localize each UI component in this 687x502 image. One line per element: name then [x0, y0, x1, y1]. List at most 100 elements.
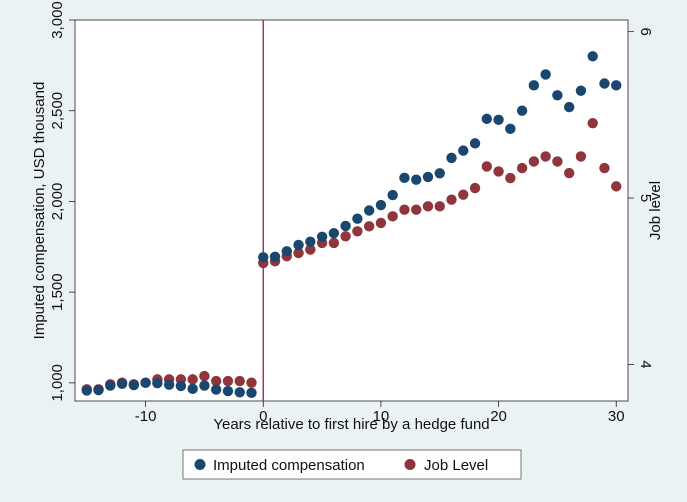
axes-layer: 1,000 1,500 2,000 2,500 3,000 4 5 6 -10 0 10 20 30 — [49, 1, 654, 425]
compensation-point-31 — [446, 152, 457, 164]
compensation-point-11 — [210, 384, 222, 395]
job-level-point-18 — [293, 247, 304, 259]
job-level-point-9 — [187, 374, 198, 385]
y-tick-label-4: 3,000 — [49, 1, 66, 39]
compensation-point-42 — [575, 85, 587, 96]
job-level-point-36 — [505, 172, 516, 184]
compensation-point-1 — [93, 384, 104, 396]
compensation-point-13 — [234, 387, 245, 398]
points-layer — [81, 51, 622, 399]
y2-tick-label-1: 5 — [637, 194, 654, 202]
compensation-point-0 — [81, 385, 92, 396]
job-level-point-24 — [363, 221, 375, 232]
x-tick-label-2: 10 — [373, 408, 390, 425]
job-level-point-14 — [246, 377, 257, 388]
compensation-point-2 — [105, 380, 116, 391]
compensation-point-45 — [611, 80, 622, 91]
compensation-point-29 — [422, 171, 434, 183]
compensation-point-19 — [305, 236, 316, 247]
compensation-point-25 — [375, 199, 387, 211]
y-tick-label-2: 2,000 — [49, 183, 66, 221]
compensation-point-20 — [316, 231, 328, 243]
compensation-point-3 — [116, 378, 128, 389]
job-level-point-41 — [563, 167, 575, 179]
compensation-point-6 — [152, 378, 163, 389]
job-level-point-42 — [575, 151, 587, 162]
job-level-point-10 — [199, 370, 210, 382]
compensation-point-4 — [128, 379, 140, 391]
compensation-point-24 — [363, 205, 375, 216]
job-level-point-30 — [434, 201, 445, 212]
compensation-point-43 — [587, 51, 598, 62]
compensation-point-5 — [140, 377, 151, 389]
compensation-point-41 — [563, 101, 575, 113]
y-tick-label-0: 1,000 — [49, 364, 66, 402]
job-level-point-44 — [599, 162, 610, 174]
compensation-point-34 — [481, 113, 493, 125]
job-level-point-39 — [540, 151, 551, 162]
compensation-point-9 — [187, 383, 198, 395]
job-level-point-22 — [340, 231, 351, 242]
job-level-point-37 — [516, 162, 528, 174]
job-level-point-28 — [411, 204, 422, 215]
job-level-point-23 — [352, 226, 363, 237]
compensation-point-30 — [434, 168, 445, 179]
compensation-point-32 — [458, 145, 469, 156]
compensation-point-44 — [599, 78, 610, 89]
compensation-point-15 — [258, 252, 269, 263]
job-level-point-35 — [493, 166, 504, 177]
x-axis-title: Years relative to first hire by a hedge … — [213, 416, 489, 433]
y-axis-title: Imputed compensation, USD thousand — [31, 82, 48, 340]
job-level-point-25 — [375, 217, 387, 229]
job-level-point-31 — [446, 194, 457, 205]
job-level-point-43 — [587, 117, 598, 129]
y-tick-label-1: 1,500 — [49, 273, 66, 311]
job-level-point-45 — [611, 181, 622, 192]
job-level-point-11 — [210, 375, 222, 387]
compensation-point-28 — [411, 174, 422, 185]
compensation-point-35 — [493, 114, 504, 125]
compensation-point-37 — [516, 105, 528, 116]
job-level-point-26 — [387, 211, 398, 222]
compensation-point-26 — [387, 189, 398, 201]
job-level-point-12 — [222, 375, 234, 387]
compensation-point-39 — [540, 69, 551, 80]
compensation-point-16 — [269, 251, 281, 262]
y2-tick-label-0: 4 — [637, 360, 654, 368]
y-tick-label-3: 2,500 — [49, 92, 66, 130]
job-level-point-34 — [481, 161, 493, 172]
job-level-point-19 — [305, 244, 316, 255]
compensation-point-21 — [328, 227, 340, 239]
legend-label-compensation: Imputed compensation — [213, 457, 365, 474]
job-level-point-33 — [469, 182, 481, 194]
legend-label-job-level: Job Level — [424, 457, 488, 474]
compensation-point-36 — [505, 123, 516, 135]
compensation-point-27 — [399, 172, 410, 184]
compensation-point-14 — [246, 387, 257, 399]
compensation-point-17 — [281, 246, 292, 257]
compensation-point-10 — [199, 380, 210, 391]
x-tick-label-4: 30 — [608, 408, 625, 425]
job-level-point-13 — [234, 375, 245, 387]
compensation-point-38 — [528, 80, 540, 91]
legend-marker-compensation — [194, 459, 206, 470]
y2-tick-label-2: 6 — [637, 27, 654, 35]
compensation-point-8 — [175, 380, 187, 392]
y2-axis-title: Job level — [647, 181, 664, 240]
compensation-point-23 — [352, 213, 363, 224]
x-tick-label-1: 0 — [259, 408, 267, 425]
compensation-point-18 — [293, 239, 304, 251]
job-level-point-27 — [399, 204, 410, 215]
job-level-point-40 — [552, 156, 563, 167]
job-level-point-38 — [528, 156, 540, 167]
compensation-point-33 — [469, 138, 481, 149]
legend-marker-job-level — [404, 459, 416, 470]
compensation-point-22 — [340, 220, 351, 232]
x-tick-label-3: 20 — [490, 408, 507, 425]
job-level-point-21 — [328, 237, 340, 249]
legend-box — [182, 449, 522, 480]
compensation-point-12 — [222, 385, 234, 397]
compensation-point-40 — [552, 90, 563, 101]
compensation-point-7 — [163, 379, 175, 390]
